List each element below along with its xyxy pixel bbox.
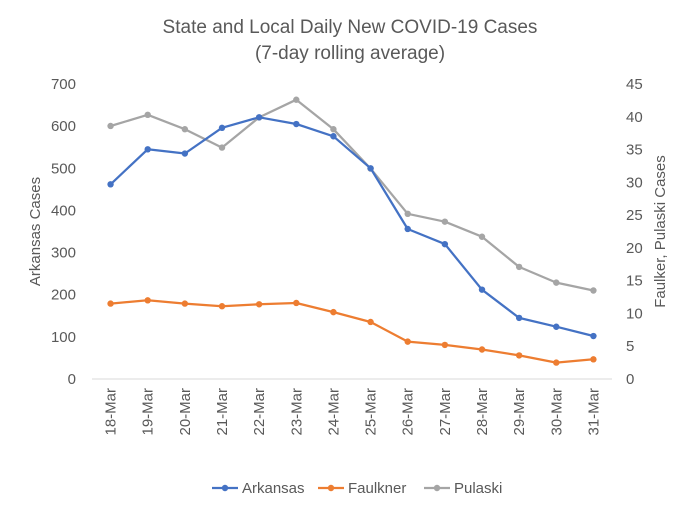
y-tick-label: 0: [68, 371, 76, 388]
x-tick-label: 19-Mar: [140, 388, 157, 436]
series-lines: [107, 96, 597, 366]
data-point-faulkner: [553, 359, 560, 366]
x-tick-label: 26-Mar: [400, 388, 417, 436]
x-tick-label: 18-Mar: [103, 388, 120, 436]
data-point-pulaski: [330, 126, 337, 133]
data-point-faulkner: [293, 299, 300, 307]
y-axis-title: Arkansas Cases: [27, 177, 44, 286]
y2-tick-label: 20: [626, 240, 643, 257]
legend-label-faulkner: Faulkner: [348, 480, 406, 497]
data-point-faulkner: [515, 352, 523, 359]
data-point-arkansas: [404, 225, 411, 233]
legend-marker-faulkner: [327, 484, 335, 492]
y2-tick-label: 40: [626, 109, 643, 126]
data-point-pulaski: [553, 279, 560, 286]
data-point-arkansas: [107, 181, 114, 188]
y-tick-label: 300: [51, 245, 76, 262]
y-tick-label: 500: [51, 160, 76, 177]
data-point-arkansas: [330, 133, 337, 140]
x-tick-label: 22-Mar: [251, 388, 268, 436]
y-tick-label: 600: [51, 118, 76, 135]
data-point-pulaski: [144, 111, 151, 119]
data-point-pulaski: [107, 122, 114, 130]
data-point-pulaski: [181, 126, 189, 133]
data-point-faulkner: [255, 301, 263, 308]
data-point-pulaski: [515, 263, 523, 271]
data-point-arkansas: [181, 150, 189, 157]
y-tick-label: 200: [51, 287, 76, 304]
data-point-pulaski: [590, 287, 597, 294]
data-point-faulkner: [367, 318, 374, 326]
y2-tick-label: 10: [626, 305, 643, 322]
data-point-pulaski: [478, 233, 486, 240]
data-point-arkansas: [218, 124, 226, 132]
data-point-pulaski: [404, 210, 411, 217]
y2-axis-title: Faulker, Pulaski Cases: [652, 155, 669, 308]
data-point-arkansas: [144, 146, 151, 153]
legend-label-arkansas: Arkansas: [242, 480, 305, 497]
axes: 0 100 200 300 400 500 600 700 0 5 10 15 20 25 30 35 40 45…: [27, 76, 669, 436]
x-tick-label: 31-Mar: [585, 388, 602, 436]
data-point-faulkner: [144, 297, 151, 304]
legend-marker-pulaski: [433, 484, 441, 492]
data-point-arkansas: [367, 165, 374, 172]
y2-tick-label: 5: [626, 338, 634, 355]
data-point-faulkner: [441, 341, 449, 349]
legend: Arkansas Faulkner Pulaski: [212, 480, 502, 497]
series-line-arkansas: [109, 116, 594, 338]
data-point-arkansas: [553, 323, 560, 330]
data-point-faulkner: [107, 300, 114, 307]
x-tick-label: 25-Mar: [363, 388, 380, 436]
x-tick-label: 24-Mar: [325, 388, 342, 436]
x-tick-label: 21-Mar: [214, 388, 231, 436]
x-tick-label: 20-Mar: [177, 388, 194, 436]
chart-title: State and Local Daily New COVID-19 Cases: [163, 17, 538, 38]
x-tick-label: 29-Mar: [511, 388, 528, 436]
series-line-pulaski: [110, 98, 594, 292]
y2-tick-label: 45: [626, 76, 643, 93]
data-point-faulkner: [181, 300, 189, 307]
legend-marker-arkansas: [221, 484, 229, 492]
y2-tick-label: 0: [626, 371, 634, 388]
data-point-arkansas: [515, 314, 523, 322]
x-tick-label: 30-Mar: [548, 388, 565, 436]
data-point-faulkner: [218, 303, 226, 310]
data-point-pulaski: [441, 218, 449, 225]
legend-label-pulaski: Pulaski: [454, 480, 502, 497]
x-tick-label: 28-Mar: [474, 388, 491, 436]
data-point-pulaski: [218, 144, 226, 151]
y-tick-label: 700: [51, 76, 76, 93]
data-point-arkansas: [590, 332, 597, 340]
data-point-pulaski: [293, 96, 300, 103]
series-line-faulkner: [110, 299, 594, 364]
data-point-faulkner: [478, 346, 486, 353]
data-point-arkansas: [293, 120, 300, 128]
data-point-arkansas: [255, 114, 263, 121]
y-tick-label: 400: [51, 202, 76, 219]
x-tick-label: 23-Mar: [288, 388, 305, 436]
y-tick-label: 100: [51, 329, 76, 346]
data-point-arkansas: [441, 240, 449, 248]
data-point-faulkner: [330, 308, 337, 316]
x-tick-label: 27-Mar: [437, 388, 454, 436]
y2-tick-label: 35: [626, 142, 643, 159]
data-point-faulkner: [590, 356, 597, 363]
y2-tick-label: 25: [626, 207, 643, 224]
data-point-arkansas: [478, 286, 486, 293]
data-point-faulkner: [404, 338, 411, 345]
y2-tick-label: 15: [626, 273, 643, 290]
chart-subtitle: (7-day rolling average): [255, 43, 445, 64]
y2-tick-label: 30: [626, 174, 643, 191]
